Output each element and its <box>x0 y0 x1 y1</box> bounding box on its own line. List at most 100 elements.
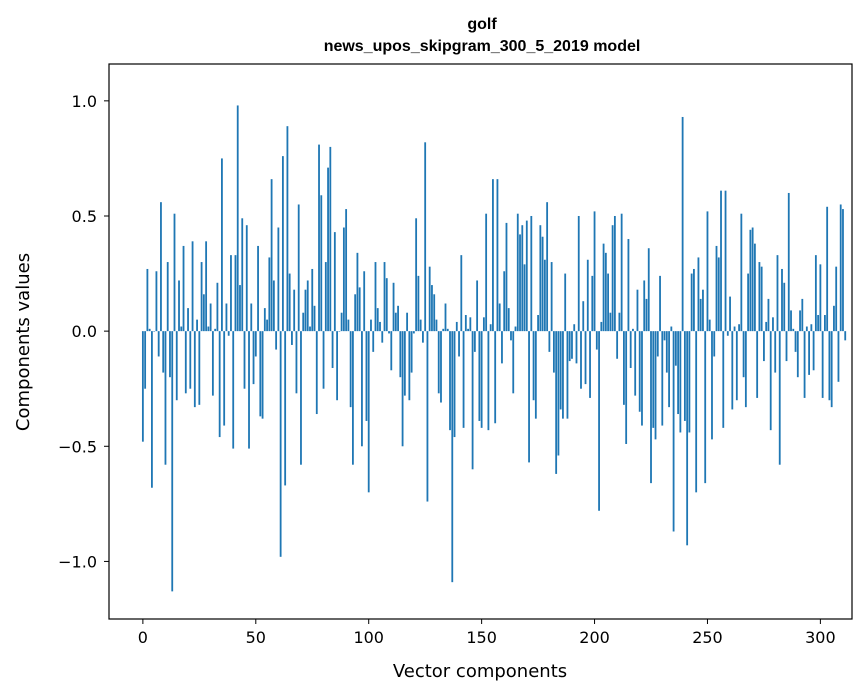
x-tick-label: 0 <box>138 628 148 647</box>
bar <box>435 319 438 332</box>
bar <box>444 303 447 332</box>
bar <box>297 204 300 332</box>
bar <box>304 289 307 332</box>
bar <box>821 331 824 398</box>
bar <box>254 331 257 357</box>
bar <box>374 262 377 332</box>
y-tick-label: 0.0 <box>72 322 97 341</box>
bar <box>293 289 296 332</box>
x-axis-ticks: 0 50 100 150 200 250 300 <box>138 619 836 647</box>
bar <box>814 255 817 332</box>
bar <box>198 331 201 405</box>
bar <box>537 315 539 332</box>
bar <box>367 331 370 493</box>
bar <box>236 105 239 332</box>
bar <box>760 266 763 332</box>
bar <box>471 331 474 470</box>
bar <box>625 331 628 444</box>
x-axis-label: Vector components <box>393 661 567 682</box>
x-tick-label: 250 <box>692 628 723 647</box>
bar <box>257 245 259 332</box>
x-tick-label: 150 <box>466 628 497 647</box>
bar <box>169 331 171 378</box>
bar <box>141 331 144 442</box>
bar <box>735 331 738 401</box>
bar <box>543 259 546 332</box>
bar <box>765 321 768 332</box>
bar <box>410 331 413 373</box>
bar <box>751 227 754 332</box>
bar <box>485 213 488 332</box>
bar <box>202 294 205 332</box>
bar <box>356 252 359 332</box>
bar <box>394 312 397 332</box>
bar <box>702 289 704 332</box>
bar <box>787 192 790 332</box>
bar <box>342 227 345 332</box>
y-tick-label: 0.5 <box>72 207 97 226</box>
bar <box>609 312 612 332</box>
bar <box>187 308 189 332</box>
bar <box>232 331 235 449</box>
bar <box>501 331 503 364</box>
bar <box>808 331 810 375</box>
bar <box>302 312 305 332</box>
bar <box>724 190 727 332</box>
bar <box>790 310 792 332</box>
bar <box>688 331 691 433</box>
bar <box>333 232 336 332</box>
bar <box>717 257 720 332</box>
bar <box>153 331 156 332</box>
bar <box>401 331 404 447</box>
chart-subtitle: news_upos_skipgram_300_5_2019 model <box>324 38 641 55</box>
bar <box>607 273 609 332</box>
y-axis-ticks: −1.0 −0.5 0.0 0.5 1.0 <box>58 92 109 571</box>
bar <box>189 331 192 389</box>
bar <box>482 317 485 332</box>
bar <box>166 262 169 332</box>
bar <box>225 303 228 332</box>
bar <box>492 179 494 332</box>
bar <box>361 331 363 447</box>
bar <box>722 331 725 428</box>
bar <box>164 331 167 465</box>
bar <box>284 331 287 486</box>
bar <box>593 211 596 332</box>
bar <box>803 331 806 398</box>
bar <box>248 331 250 449</box>
bar <box>652 331 655 428</box>
bar <box>582 301 585 332</box>
bar <box>478 331 481 421</box>
bar <box>663 331 666 341</box>
bar <box>245 225 248 332</box>
bar <box>769 331 772 431</box>
bar <box>842 209 844 332</box>
bar <box>742 331 745 378</box>
bar <box>494 331 497 424</box>
bar <box>512 331 515 394</box>
bar <box>259 331 262 417</box>
bar <box>616 331 619 359</box>
bar <box>358 287 361 332</box>
bar <box>300 331 302 465</box>
bar <box>580 331 582 389</box>
bar <box>270 179 273 332</box>
bar <box>656 331 659 357</box>
bar <box>507 308 510 332</box>
bar <box>837 331 840 382</box>
bar <box>336 331 338 401</box>
bar <box>783 282 786 332</box>
bar <box>191 241 194 332</box>
bar <box>541 236 544 332</box>
bar <box>713 331 716 357</box>
bar <box>528 331 530 463</box>
bar <box>774 331 777 373</box>
bar <box>557 331 560 456</box>
bar <box>839 204 842 332</box>
bar <box>207 326 210 332</box>
bar <box>726 331 729 336</box>
bar <box>390 331 393 371</box>
bar <box>699 298 702 332</box>
bar <box>313 305 316 332</box>
bar <box>690 273 693 332</box>
